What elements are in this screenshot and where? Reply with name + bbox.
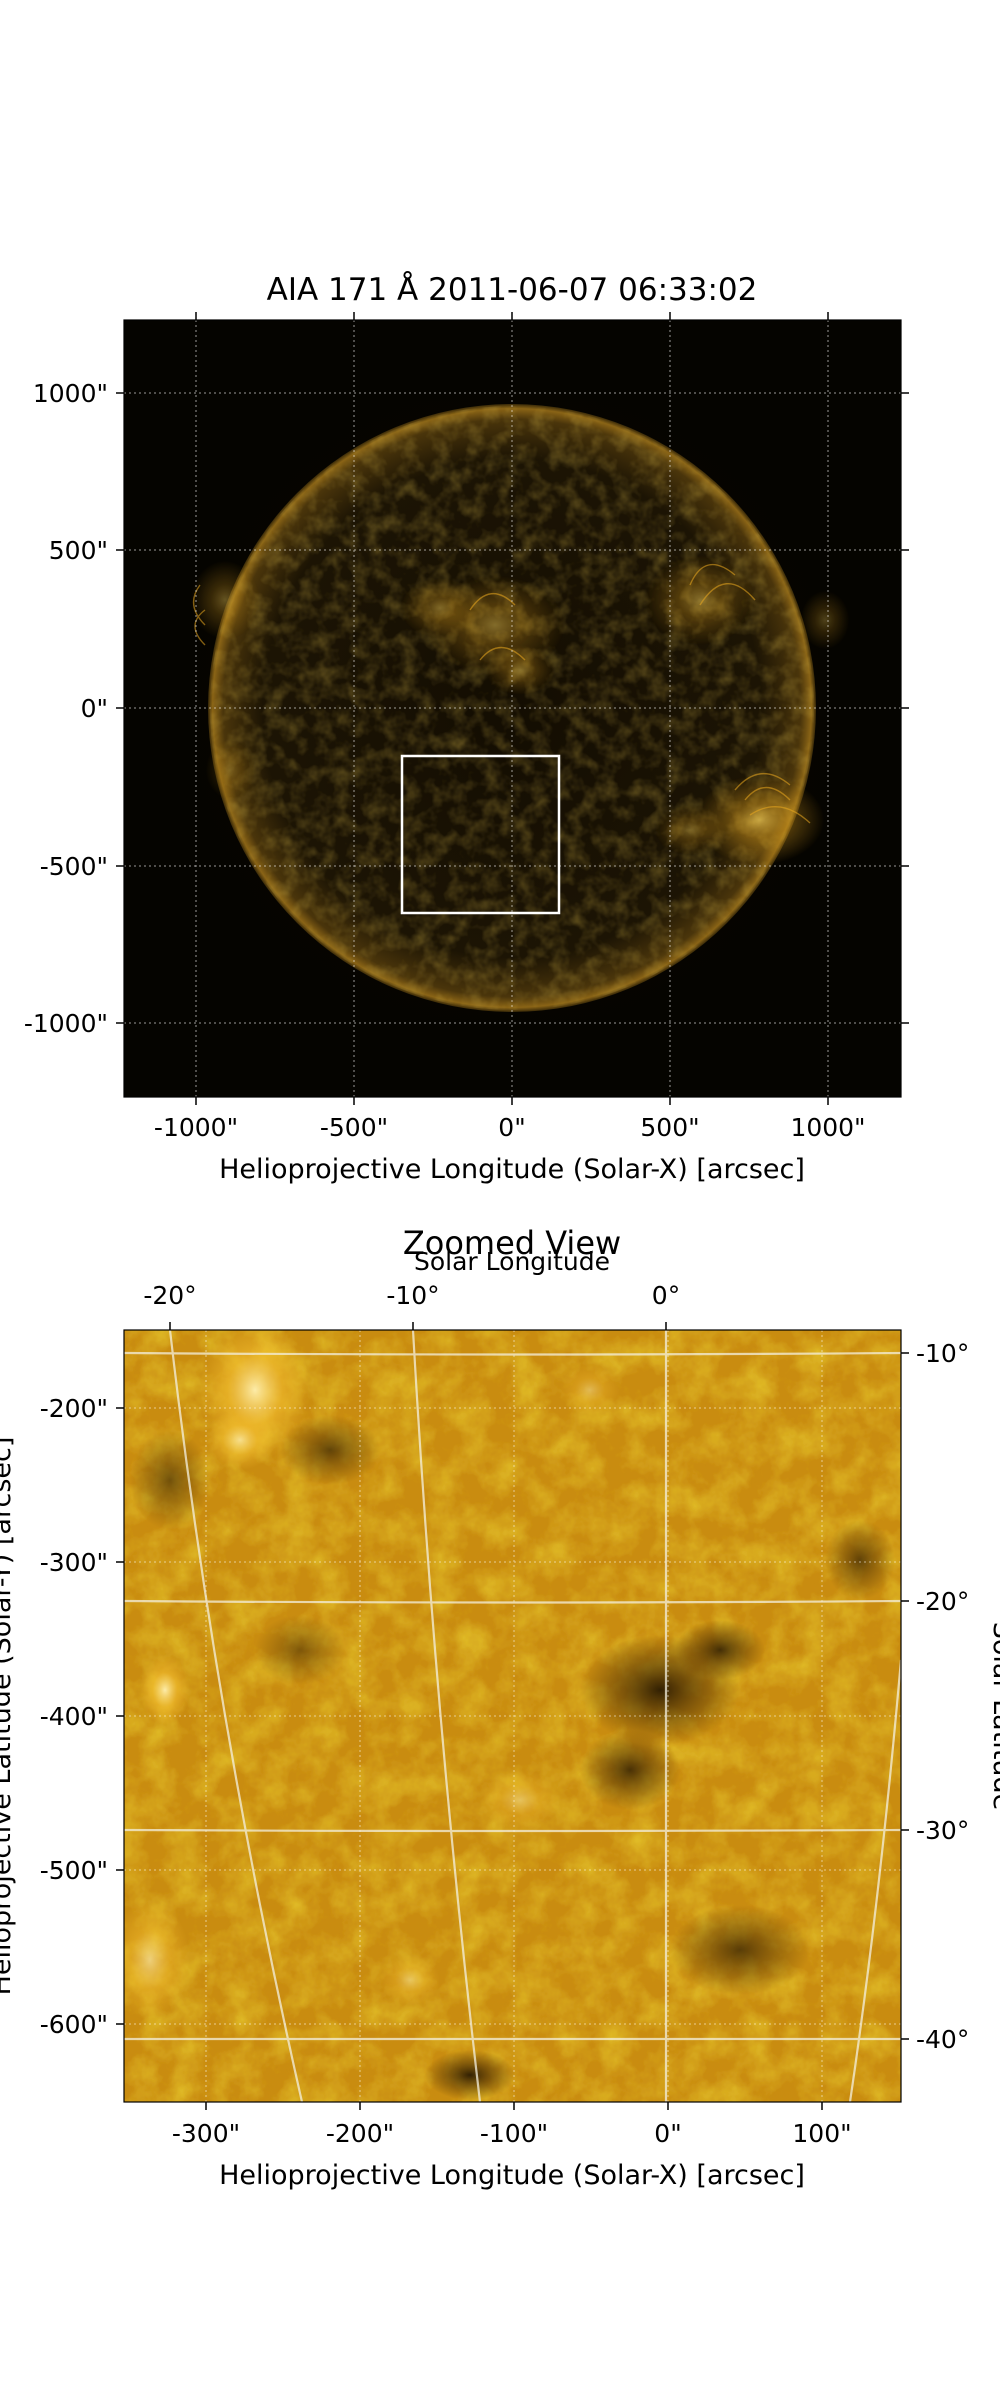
top-x-axis-label: Helioprojective Longitude (Solar-X) [arc…: [219, 1154, 805, 1185]
lat-tick-label: -10°: [916, 1339, 969, 1368]
heliographic-grid: [124, 1330, 901, 2102]
y-tick-label: -500": [40, 1856, 108, 1885]
latitude-line: [124, 1599, 901, 1604]
latitude-line: [124, 2037, 901, 2041]
longitude-line: [168, 1330, 304, 2102]
solar-longitude-tick-labels: -20° -10° 0°: [143, 1281, 680, 1310]
x-tick-label: 500": [640, 1113, 699, 1142]
dark-features: [130, 1415, 895, 2100]
bottom-x-axis-label: Helioprojective Longitude (Solar-X) [arc…: [219, 2160, 805, 2191]
x-tick-label: 100": [792, 2119, 851, 2148]
bright-features: [124, 1330, 620, 2020]
x-tick-label: -200": [326, 2119, 394, 2148]
top-x-tick-labels: -1000" -500" 0" 500" 1000": [154, 1113, 866, 1142]
bottom-x-tick-labels: -300" -200" -100" 0" 100": [172, 2119, 852, 2148]
latitude-line: [124, 1828, 901, 1833]
lon-tick-label: 0°: [652, 1281, 680, 1310]
y-tick-label: -600": [40, 2010, 108, 2039]
x-tick-label: -500": [320, 1113, 388, 1142]
bottom-panel: Zoomed View Solar Longitude: [0, 1224, 1000, 2191]
y-tick-label: 1000": [33, 379, 108, 408]
top-tick-marks: [116, 312, 909, 1105]
solar-latitude-label: Solar Latitude: [987, 1622, 1000, 1811]
full-disk-image: [124, 320, 901, 1097]
active-regions: [190, 555, 850, 865]
helioprojective-grid: [124, 1330, 901, 2102]
lat-tick-label: -40°: [916, 2025, 969, 2054]
top-panel-title: AIA 171 Å 2011-06-07 06:33:02: [267, 272, 758, 308]
x-tick-label: -100": [480, 2119, 548, 2148]
lon-tick-label: -20°: [143, 1281, 196, 1310]
lon-tick-label: -10°: [386, 1281, 439, 1310]
top-y-tick-labels: 1000" 500" 0" -500" -1000": [24, 379, 108, 1038]
bottom-y-axis-label: Helioprojective Latitude (Solar-Y) [arcs…: [0, 1437, 17, 1996]
x-tick-label: 0": [498, 1113, 525, 1142]
coronal-loops: [192, 563, 811, 824]
lat-tick-label: -20°: [916, 1587, 969, 1616]
bottom-tick-marks: [116, 1322, 909, 2110]
lat-tick-label: -30°: [916, 1816, 969, 1845]
solar-latitude-tick-labels: -10° -20° -30° -40°: [916, 1339, 969, 2054]
solar-longitude-label: Solar Longitude: [414, 1247, 610, 1276]
longitude-line: [411, 1330, 482, 2102]
x-tick-label: -1000": [154, 1113, 238, 1142]
latitude-line: [124, 1351, 901, 1356]
x-tick-label: 0": [654, 2119, 681, 2148]
y-tick-label: -300": [40, 1548, 108, 1577]
bottom-y-tick-labels: -200" -300" -400" -500" -600": [40, 1394, 108, 2039]
zoomed-image: [124, 1330, 901, 2102]
bottom-panel-title: Zoomed View: [403, 1224, 621, 1262]
y-tick-label: 500": [49, 536, 108, 565]
y-tick-label: -1000": [24, 1009, 108, 1038]
y-tick-label: -500": [40, 852, 108, 881]
top-panel: AIA 171 Å 2011-06-07 06:33:02: [24, 272, 909, 1185]
x-tick-label: -300": [172, 2119, 240, 2148]
longitude-line: [848, 1659, 901, 2102]
y-tick-label: -200": [40, 1394, 108, 1423]
y-tick-label: 0": [81, 694, 108, 723]
x-tick-label: 1000": [790, 1113, 865, 1142]
zoom-region-box: [400, 754, 561, 915]
y-tick-label: -400": [40, 1702, 108, 1731]
